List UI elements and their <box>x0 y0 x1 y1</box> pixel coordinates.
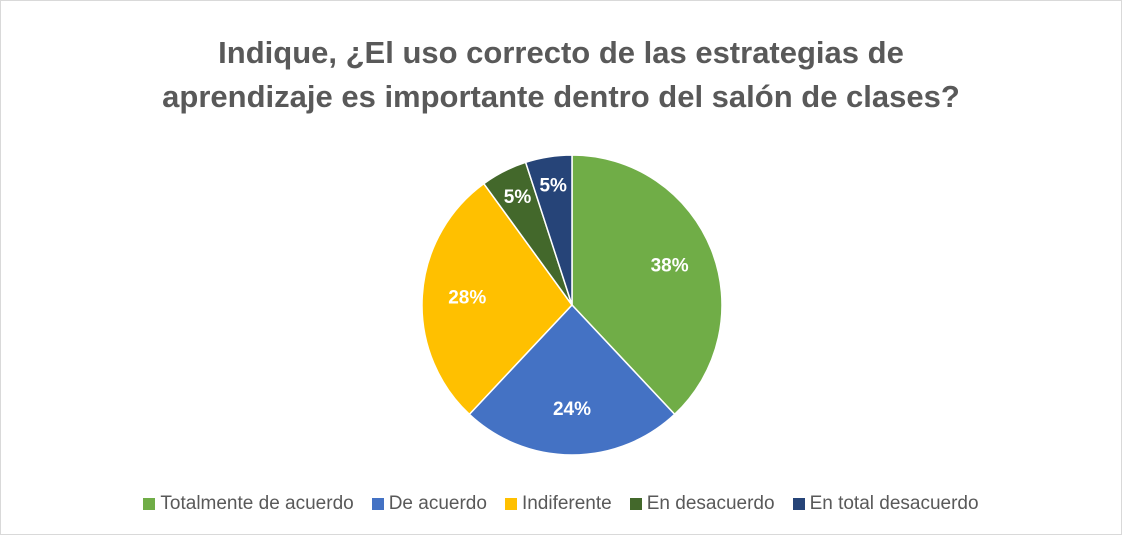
pie-slice <box>421 182 573 416</box>
chart-title: Indique, ¿El uso correcto de las estrate… <box>1 31 1121 119</box>
data-label: 5% <box>539 175 567 196</box>
legend-swatch <box>792 498 805 510</box>
legend-swatch <box>143 498 156 510</box>
legend-swatch <box>504 498 517 510</box>
legend-label: De acuerdo <box>388 493 487 514</box>
legend-label: Indiferente <box>521 493 612 514</box>
data-label: 28% <box>448 287 486 308</box>
pie-slice <box>468 303 676 456</box>
data-label: 38% <box>651 255 689 276</box>
legend-label: Totalmente de acuerdo <box>160 493 354 514</box>
data-label: 5% <box>504 187 532 208</box>
legend-label: En desacuerdo <box>646 493 775 514</box>
legend: Totalmente de acuerdo De acuerdo Indiferen… <box>1 493 1121 515</box>
title-line: aprendizaje es importante dentro del sal… <box>162 79 960 114</box>
legend-item: En total desacuerdo <box>792 493 979 515</box>
legend-swatch <box>371 498 384 510</box>
pie-slice <box>571 154 723 416</box>
title-line: Indique, ¿El uso correcto de las estrate… <box>218 35 904 70</box>
pie-slice <box>524 154 573 306</box>
legend-item: De acuerdo <box>371 493 487 515</box>
legend-item: Indiferente <box>504 493 612 515</box>
legend-item: En desacuerdo <box>629 493 775 515</box>
legend-item: Totalmente de acuerdo <box>143 493 354 515</box>
data-label: 24% <box>553 399 591 420</box>
legend-swatch <box>629 498 642 510</box>
legend-label: En total desacuerdo <box>809 493 979 514</box>
